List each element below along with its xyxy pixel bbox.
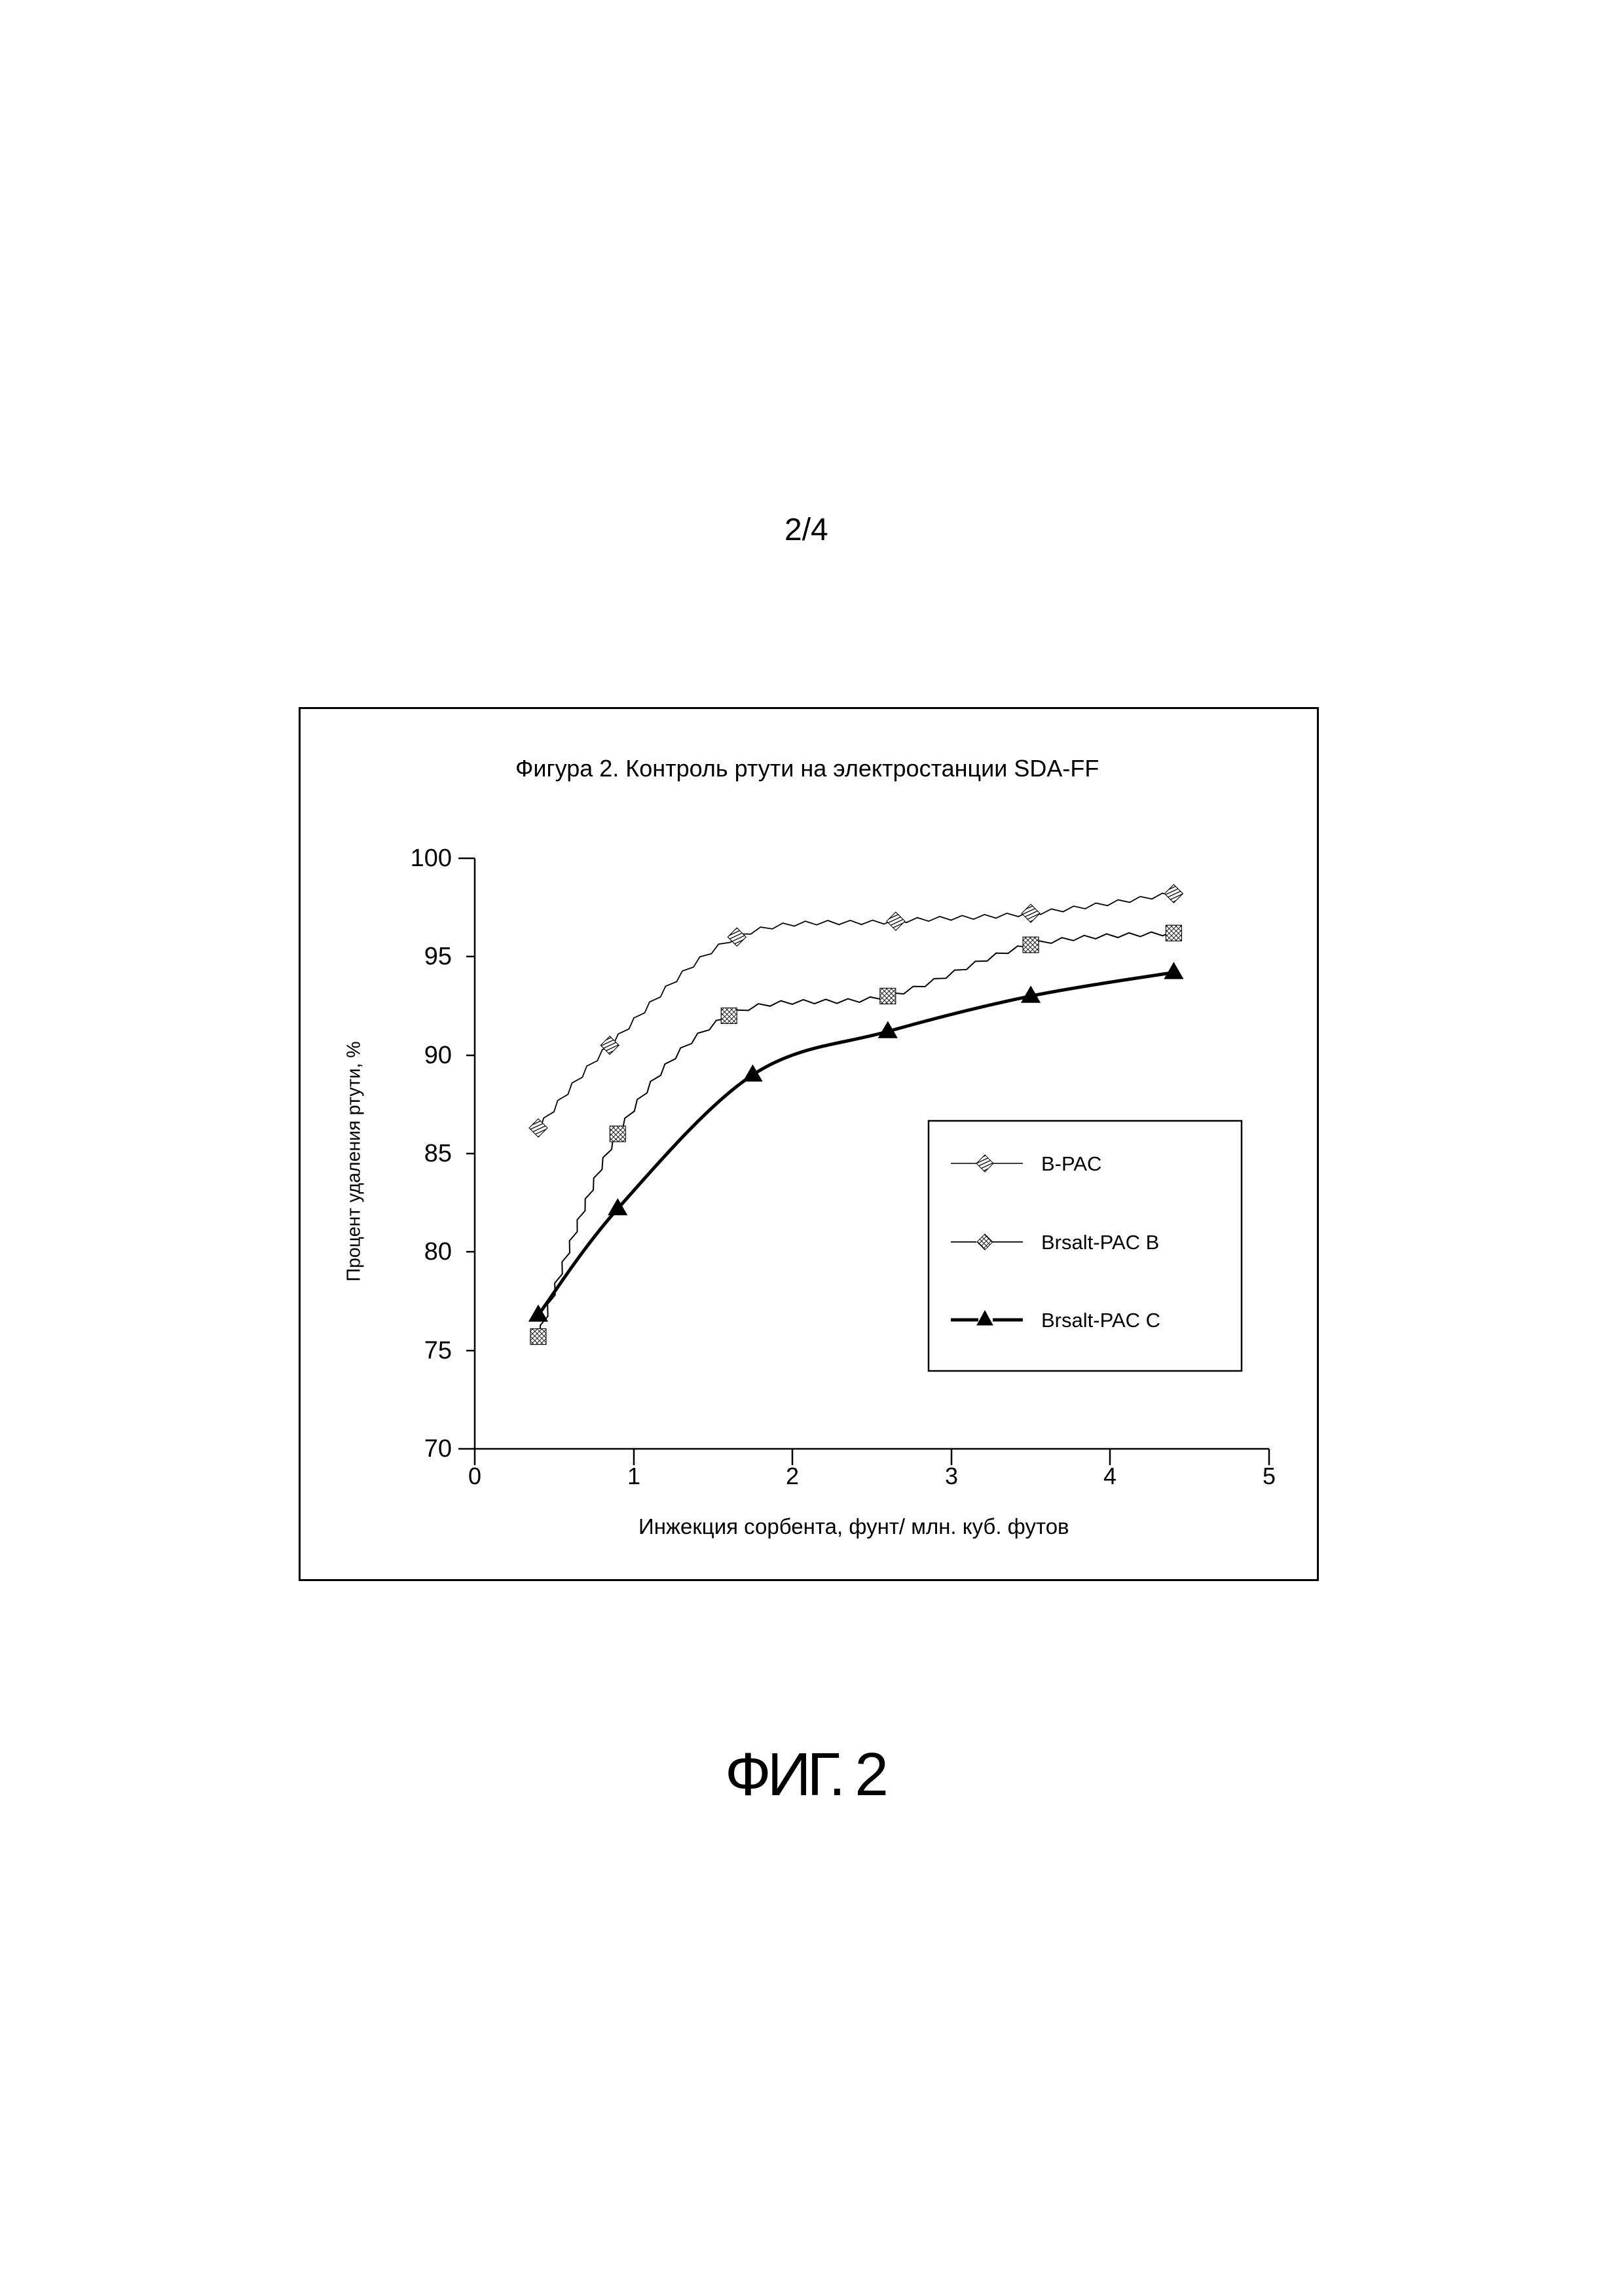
- svg-text:1: 1: [627, 1463, 640, 1489]
- svg-text:4: 4: [1103, 1463, 1116, 1489]
- svg-text:5: 5: [1263, 1463, 1276, 1489]
- svg-text:3: 3: [945, 1463, 958, 1489]
- svg-text:70: 70: [424, 1435, 452, 1463]
- svg-text:B-PAC: B-PAC: [1041, 1152, 1101, 1175]
- svg-text:95: 95: [424, 943, 452, 970]
- svg-text:75: 75: [424, 1337, 452, 1364]
- svg-text:Brsalt-PAC C: Brsalt-PAC C: [1041, 1309, 1160, 1332]
- svg-text:100: 100: [411, 845, 452, 872]
- svg-text:85: 85: [424, 1140, 452, 1167]
- svg-text:0: 0: [468, 1463, 481, 1489]
- svg-text:80: 80: [424, 1238, 452, 1266]
- svg-text:2: 2: [786, 1463, 799, 1489]
- svg-text:90: 90: [424, 1042, 452, 1069]
- svg-text:Brsalt-PAC B: Brsalt-PAC B: [1041, 1231, 1159, 1254]
